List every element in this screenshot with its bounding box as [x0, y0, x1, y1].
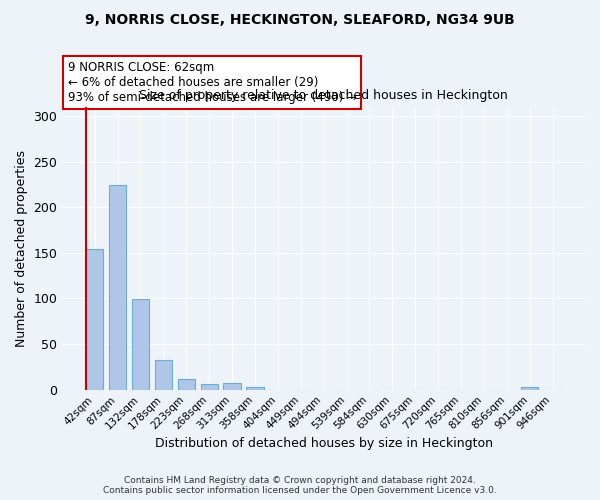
Bar: [178, 379, 195, 390]
Bar: [132, 300, 149, 390]
Bar: [155, 360, 172, 390]
X-axis label: Distribution of detached houses by size in Heckington: Distribution of detached houses by size …: [155, 437, 493, 450]
Bar: [223, 384, 241, 390]
Bar: [247, 387, 263, 390]
Bar: [109, 186, 126, 390]
Text: Contains HM Land Registry data © Crown copyright and database right 2024.
Contai: Contains HM Land Registry data © Crown c…: [103, 476, 497, 495]
Bar: [521, 387, 538, 390]
Bar: [200, 384, 218, 390]
Title: Size of property relative to detached houses in Heckington: Size of property relative to detached ho…: [139, 88, 508, 102]
Y-axis label: Number of detached properties: Number of detached properties: [15, 150, 28, 347]
Text: 9, NORRIS CLOSE, HECKINGTON, SLEAFORD, NG34 9UB: 9, NORRIS CLOSE, HECKINGTON, SLEAFORD, N…: [85, 12, 515, 26]
Bar: [86, 249, 103, 390]
Text: 9 NORRIS CLOSE: 62sqm
← 6% of detached houses are smaller (29)
93% of semi-detac: 9 NORRIS CLOSE: 62sqm ← 6% of detached h…: [68, 61, 356, 104]
